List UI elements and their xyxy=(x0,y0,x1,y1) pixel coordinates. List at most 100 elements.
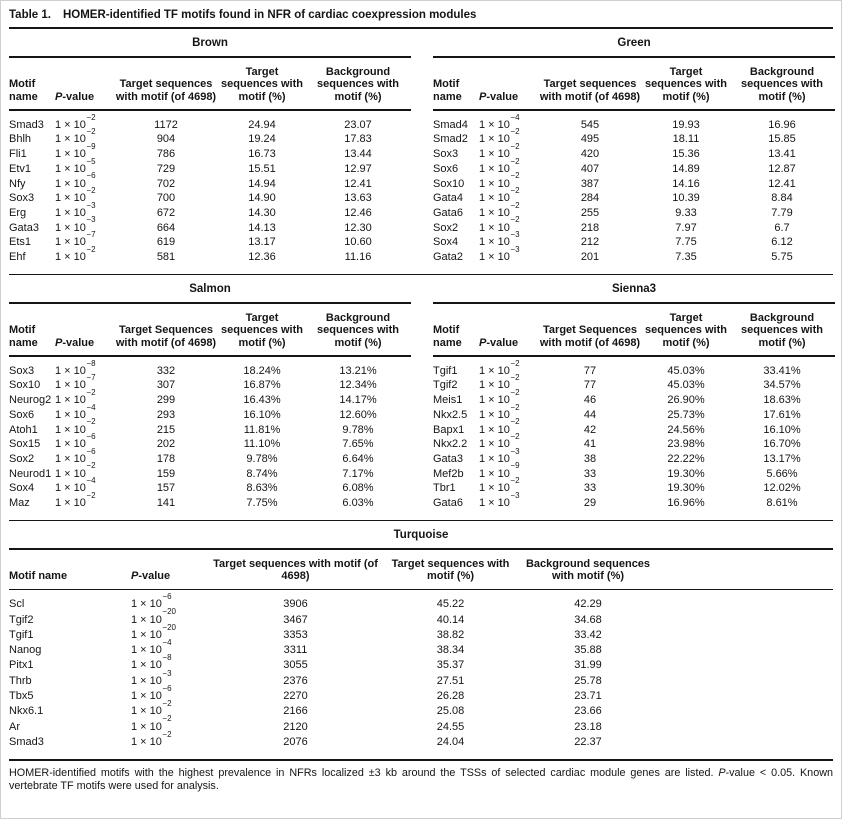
table-row: Tgif2 1 × 10−2 77 45.03% 34.57% xyxy=(433,374,835,393)
bg-pct-cell: 6.08% xyxy=(342,482,374,495)
target-pct-cell: 11.10% xyxy=(243,438,281,451)
column-header: Background sequences with motif (%) xyxy=(741,65,823,103)
bg-pct-cell: 12.30 xyxy=(344,221,372,234)
exponent: −2 xyxy=(510,215,520,225)
bg-pct-cell: 42.29 xyxy=(574,598,602,611)
motif-cell: Erg xyxy=(9,206,27,219)
bg-pct-cell: 13.21% xyxy=(339,364,377,377)
p-value-cell: 1 × 10−2 xyxy=(479,186,520,205)
column-header: P-value xyxy=(55,336,95,349)
count-cell: 41 xyxy=(583,438,597,451)
table-row: Sox3 1 × 10−2 700 14.90 13.63 xyxy=(9,187,411,206)
bg-pct-cell: 13.17% xyxy=(763,452,801,465)
target-pct-cell: 9.33 xyxy=(675,206,697,219)
motif-cell: Sox6 xyxy=(9,408,35,421)
section-label-rule-brown xyxy=(9,56,411,58)
bg-pct-cell: 33.41% xyxy=(763,364,801,377)
table-row: Gata2 1 × 10−3 201 7.35 5.75 xyxy=(433,245,835,265)
count-cell: 3353 xyxy=(283,628,308,641)
column-header: Target Sequences with motif (of 4698) xyxy=(539,324,641,349)
column-headers-green: Motif name P-value Target sequences with m… xyxy=(433,58,835,110)
count-cell: 159 xyxy=(156,467,176,480)
count-cell: 46 xyxy=(583,394,597,407)
motif-cell: Nfy xyxy=(9,177,26,190)
exponent: −3 xyxy=(86,215,96,225)
bg-pct-cell: 11.16 xyxy=(344,251,372,264)
exponent: −3 xyxy=(510,446,520,456)
target-pct-cell: 7.75 xyxy=(675,236,697,249)
motif-cell: Gata6 xyxy=(433,206,463,219)
bg-pct-cell: 13.44 xyxy=(344,148,372,161)
count-cell: 407 xyxy=(580,162,600,175)
count-cell: 212 xyxy=(580,236,600,249)
motif-cell: Bhlh xyxy=(9,133,32,146)
motif-cell: Maz xyxy=(9,497,30,510)
bg-pct-cell: 8.84 xyxy=(771,192,793,205)
target-pct-cell: 11.81% xyxy=(243,423,281,436)
exponent: −2 xyxy=(510,432,520,442)
exponent: −6 xyxy=(86,446,96,456)
target-pct-cell: 26.90% xyxy=(667,394,705,407)
bg-pct-cell: 15.85 xyxy=(768,133,796,146)
exponent: −2 xyxy=(510,200,520,210)
separator-rule-1 xyxy=(9,273,833,276)
p-value-cell: 1 × 10−3 xyxy=(479,490,520,510)
target-pct-cell: 15.51 xyxy=(248,162,276,175)
target-pct-cell: 22.22% xyxy=(667,452,705,465)
column-header: Target sequences with motif (%) xyxy=(645,65,727,103)
count-cell: 581 xyxy=(156,251,176,264)
p-value-cell: 1 × 10−2 xyxy=(479,402,520,421)
count-cell: 3311 xyxy=(283,644,308,657)
p-value-cell: 1 × 10−3 xyxy=(131,668,172,687)
motif-cell: Tgif1 xyxy=(9,628,34,641)
exponent: −20 xyxy=(162,622,176,632)
motif-cell: Sox4 xyxy=(433,236,459,249)
target-pct-cell: 25.08 xyxy=(436,705,465,718)
target-pct-cell: 8.74% xyxy=(246,467,278,480)
count-cell: 38 xyxy=(583,452,597,465)
bg-pct-cell: 5.66% xyxy=(766,467,798,480)
column-header: Motif name xyxy=(9,78,38,103)
column-header: Background sequences with motif (%) xyxy=(317,65,399,103)
p-value-cell: 1 × 10−4 xyxy=(55,476,96,495)
count-cell: 201 xyxy=(580,251,600,264)
count-cell: 299 xyxy=(156,394,176,407)
p-value-cell: 1 × 10−9 xyxy=(55,141,96,161)
section-brown: Brown Motif name P-value Target sequences w… xyxy=(9,29,411,274)
p-value-cell: 1 × 10−3 xyxy=(479,230,520,249)
target-pct-cell: 19.24 xyxy=(248,133,276,146)
motif-cell: Ehf xyxy=(9,251,26,264)
p-value-cell: 1 × 10−3 xyxy=(55,215,96,234)
target-pct-cell: 16.10% xyxy=(243,408,281,421)
count-cell: 307 xyxy=(156,379,176,392)
target-pct-cell: 16.73 xyxy=(248,148,276,161)
bg-pct-cell: 12.46 xyxy=(344,206,372,219)
table-row: Sox10 1 × 10−2 387 14.16 12.41 xyxy=(433,172,835,192)
p-value-cell: 1 × 10−2 xyxy=(479,417,520,436)
exponent: −2 xyxy=(510,141,520,151)
bg-pct-cell: 33.42 xyxy=(574,628,602,641)
count-cell: 77 xyxy=(583,379,597,392)
p-value-cell: 1 × 10−2 xyxy=(479,358,520,377)
top-section-pair: Brown Motif name P-value Target sequences w… xyxy=(9,29,835,274)
bg-pct-cell: 23.66 xyxy=(574,705,602,718)
count-cell: 904 xyxy=(156,133,176,146)
p-value-cell: 1 × 10−3 xyxy=(479,446,520,465)
bg-pct-cell: 6.12 xyxy=(771,236,793,249)
bg-pct-cell: 12.41 xyxy=(768,177,796,190)
bg-pct-cell: 6.7 xyxy=(774,221,790,234)
exponent: −2 xyxy=(86,490,96,500)
table-row: Erg 1 × 10−3 672 14.30 12.46 xyxy=(9,201,411,221)
exponent: −2 xyxy=(162,714,172,724)
column-header: P-value xyxy=(479,336,519,349)
target-pct-cell: 15.36 xyxy=(672,148,700,161)
bg-pct-cell: 6.64% xyxy=(342,452,374,465)
section-label-rule-green xyxy=(433,56,835,58)
table-row: Sox2 1 × 10−2 218 7.97 6.7 xyxy=(433,216,835,236)
exponent: −2 xyxy=(510,402,520,412)
motif-cell: Gata4 xyxy=(433,192,463,205)
table-row: Nanog 1 × 10−4 3311 38.34 35.88 xyxy=(9,638,833,658)
count-cell: 3055 xyxy=(283,659,308,672)
table-row: Nkx2.5 1 × 10−2 44 25.73% 17.61% xyxy=(433,402,835,423)
table-row: Smad3 1 × 10−2 2076 24.04 22.37 xyxy=(9,730,833,750)
